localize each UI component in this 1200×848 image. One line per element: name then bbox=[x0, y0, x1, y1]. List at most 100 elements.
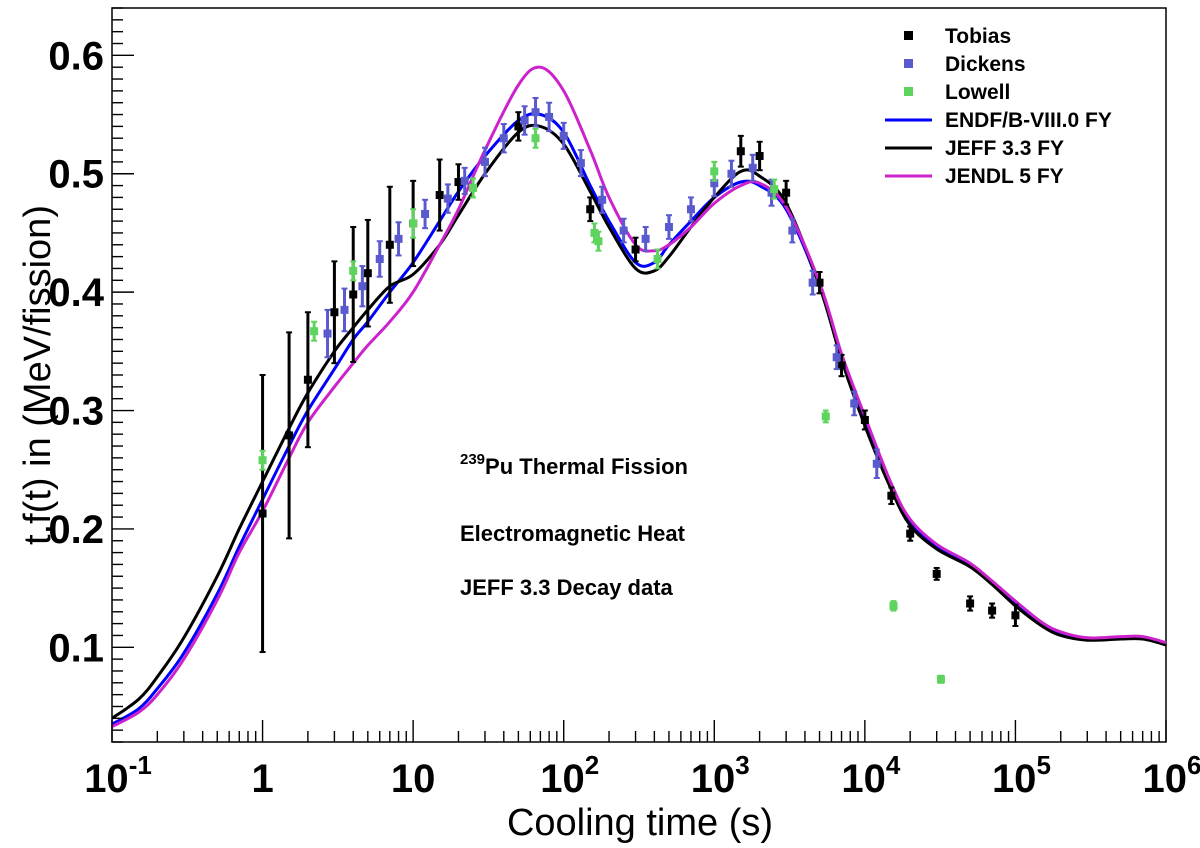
legend-marker bbox=[904, 59, 913, 68]
marker bbox=[520, 116, 529, 125]
data-point-dickens bbox=[499, 123, 508, 154]
marker bbox=[469, 183, 478, 192]
annotation-heat-type: Electromagnetic Heat bbox=[460, 521, 686, 546]
x-tick-label: 103 bbox=[691, 750, 750, 801]
marker bbox=[409, 219, 418, 228]
data-point-tobias bbox=[887, 486, 896, 506]
y-tick-label: 0.3 bbox=[48, 390, 104, 434]
y-tick-label: 0.4 bbox=[48, 271, 104, 315]
x-tick-label: 10 bbox=[391, 757, 436, 801]
y-axis-title: t.f(t) in (MeV/fission) bbox=[17, 205, 59, 545]
marker bbox=[832, 353, 841, 362]
marker bbox=[653, 254, 662, 263]
annotation-title-text: Pu Thermal Fission bbox=[485, 454, 688, 479]
marker bbox=[594, 237, 603, 246]
data-point-dickens bbox=[443, 183, 452, 214]
data-point-dickens bbox=[545, 101, 554, 133]
data-point-dickens bbox=[460, 166, 469, 195]
data-point-tobias bbox=[385, 185, 394, 304]
marker bbox=[394, 234, 403, 243]
marker bbox=[808, 278, 817, 287]
marker bbox=[788, 226, 797, 235]
x-tick-label: 106 bbox=[1143, 750, 1200, 801]
marker bbox=[330, 308, 339, 317]
data-point-tobias bbox=[755, 140, 764, 172]
data-point-dickens bbox=[619, 217, 628, 244]
marker bbox=[323, 329, 332, 338]
annotations: 239Pu Thermal Fission Electromagnetic He… bbox=[460, 451, 688, 600]
marker bbox=[499, 134, 508, 143]
legend-label: JENDL 5 FY bbox=[945, 165, 1064, 188]
marker bbox=[932, 569, 941, 578]
data-point-lowell bbox=[770, 178, 779, 200]
legend-entry: Dickens bbox=[904, 53, 1026, 76]
data-point-dickens bbox=[664, 214, 673, 240]
curve-jeff-3-3-fy bbox=[111, 123, 1167, 720]
marker bbox=[710, 179, 719, 188]
data-point-tobias bbox=[454, 163, 463, 201]
marker bbox=[358, 282, 367, 291]
x-tick-label: 1 bbox=[251, 757, 273, 801]
data-point-dickens bbox=[358, 265, 367, 308]
marker bbox=[303, 375, 312, 384]
marker bbox=[889, 601, 898, 610]
data-point-tobias bbox=[349, 226, 358, 363]
marker bbox=[770, 185, 779, 194]
marker bbox=[966, 599, 975, 608]
marker bbox=[641, 234, 650, 243]
marker bbox=[664, 223, 673, 232]
marker bbox=[545, 112, 554, 121]
y-tick-label: 0.2 bbox=[48, 508, 104, 552]
data-point-lowell bbox=[710, 160, 719, 182]
marker bbox=[936, 675, 945, 684]
marker bbox=[821, 412, 830, 421]
data-point-dickens bbox=[480, 146, 489, 178]
data-point-tobias bbox=[837, 353, 846, 378]
marker bbox=[349, 266, 358, 275]
x-tick-label: 105 bbox=[992, 750, 1051, 801]
data-point-tobias bbox=[1011, 603, 1020, 627]
legend-entry: ENDF/B-VIII.0 FY bbox=[885, 109, 1112, 132]
data-point-dickens bbox=[559, 121, 568, 150]
marker bbox=[736, 147, 745, 156]
marker bbox=[815, 278, 824, 287]
data-point-lowell bbox=[653, 248, 662, 270]
marker bbox=[906, 529, 915, 538]
legend-label: Dickens bbox=[945, 53, 1026, 76]
legend: Tobias Dickens Lowell ENDF/B-VIII.0 FY JEFF … bbox=[885, 25, 1112, 188]
marker bbox=[710, 167, 719, 176]
annotation-decay-data: JEFF 3.3 Decay data bbox=[460, 575, 674, 600]
y-tick-label: 0.1 bbox=[48, 626, 104, 670]
marker bbox=[285, 431, 294, 440]
data-point-dickens bbox=[872, 448, 881, 479]
marker bbox=[385, 240, 394, 249]
marker bbox=[460, 176, 469, 185]
marker bbox=[531, 134, 540, 143]
data-point-dickens bbox=[832, 344, 841, 371]
data-point-lowell bbox=[409, 208, 418, 239]
data-point-dickens bbox=[421, 198, 430, 230]
x-tick-label: 10-1 bbox=[84, 750, 152, 801]
points-layer bbox=[258, 96, 1020, 684]
marker bbox=[340, 305, 349, 314]
legend-marker bbox=[904, 87, 913, 96]
data-point-tobias bbox=[514, 111, 523, 142]
data-point-lowell bbox=[594, 230, 603, 252]
data-point-dickens bbox=[748, 153, 757, 182]
y-tick-label: 0.5 bbox=[48, 153, 104, 197]
marker bbox=[755, 151, 764, 160]
legend-label: ENDF/B-VIII.0 FY bbox=[945, 109, 1112, 132]
data-point-tobias bbox=[782, 179, 791, 206]
legend-label: Tobias bbox=[945, 25, 1011, 48]
legend-label: Lowell bbox=[945, 81, 1010, 104]
marker bbox=[860, 415, 869, 424]
data-point-lowell bbox=[821, 409, 830, 424]
data-point-dickens bbox=[531, 96, 540, 128]
data-point-lowell bbox=[531, 127, 540, 149]
marker bbox=[576, 159, 585, 168]
marker bbox=[631, 245, 640, 254]
marker bbox=[782, 188, 791, 197]
data-point-dickens bbox=[788, 217, 797, 244]
marker bbox=[837, 361, 846, 370]
